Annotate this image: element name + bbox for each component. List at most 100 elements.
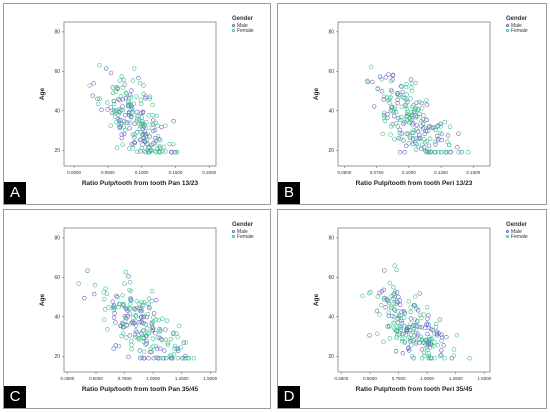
point-female (178, 345, 183, 350)
point-male (396, 135, 401, 141)
point-male (130, 105, 135, 111)
point-female (391, 320, 396, 326)
point-female (152, 148, 158, 154)
point-male (136, 75, 141, 81)
point-female (144, 119, 149, 125)
y-tick-label: 20 (328, 354, 334, 360)
point-female (432, 355, 437, 361)
point-female (122, 281, 127, 286)
point-female (406, 141, 411, 146)
point-female (141, 320, 146, 326)
point-male (138, 110, 144, 116)
point-male (159, 336, 164, 342)
point-male (392, 113, 397, 119)
point-female (112, 114, 118, 120)
scatter-plot-d: 0.2500 0.5000 0.7500 1.0000 1.2500 1.5000 20 40… (313, 227, 492, 393)
point-male (119, 132, 124, 137)
y-axis-label: Age (39, 293, 46, 306)
point-male (449, 355, 454, 361)
point-female (408, 321, 413, 326)
point-male (143, 322, 149, 327)
point-female (153, 120, 159, 126)
point-male (118, 117, 123, 123)
point-female (388, 94, 393, 100)
point-female (151, 315, 156, 320)
point-female (432, 340, 437, 345)
point-female (150, 112, 155, 118)
point-female (425, 341, 430, 347)
point-male (163, 327, 168, 332)
point-female (149, 322, 155, 327)
point-female (169, 353, 174, 359)
point-female (398, 83, 404, 89)
point-female (141, 91, 146, 96)
point-male (434, 331, 440, 337)
point-female (116, 343, 122, 349)
point-male (153, 136, 158, 141)
point-male (90, 93, 95, 98)
legend-female-marker (506, 29, 509, 32)
point-male (162, 348, 167, 353)
point-female (439, 338, 444, 344)
point-female (375, 86, 380, 92)
point-male (374, 308, 380, 314)
panel-label-b: B (278, 182, 300, 204)
point-female (425, 128, 430, 133)
point-female (120, 142, 125, 147)
point-male (171, 119, 176, 124)
point-female (386, 310, 391, 315)
point-female (129, 107, 134, 113)
point-male (398, 327, 404, 332)
point-female (395, 300, 401, 305)
point-female (139, 306, 144, 311)
x-tick-label: 1.5000 (203, 376, 217, 381)
point-male (151, 311, 157, 316)
point-male (386, 313, 391, 319)
point-female (131, 66, 137, 71)
point-female (431, 344, 436, 349)
point-male (419, 347, 425, 352)
point-female (399, 336, 405, 341)
point-female (382, 115, 387, 120)
point-female (389, 304, 394, 310)
point-female (390, 284, 396, 290)
point-female (409, 85, 414, 90)
legend-male-label: Male (511, 228, 522, 235)
point-female (365, 79, 370, 85)
point-female (421, 113, 426, 118)
point-female (165, 340, 171, 346)
legend-female-marker (232, 235, 235, 238)
point-female (116, 112, 121, 117)
point-female (396, 92, 401, 98)
point-female (423, 148, 428, 154)
point-male (441, 343, 446, 348)
point-female (116, 305, 121, 310)
point-female (414, 318, 420, 324)
point-female (127, 305, 132, 311)
point-male (397, 127, 403, 133)
point-male (117, 98, 122, 103)
point-female (124, 306, 129, 311)
point-female (394, 328, 400, 333)
point-female (437, 130, 443, 135)
point-female (105, 327, 110, 332)
point-male (397, 302, 403, 307)
point-female (421, 350, 427, 355)
point-female (171, 141, 176, 147)
point-female (424, 149, 429, 155)
point-male (429, 355, 434, 361)
x-tick-label: 1.0000 (420, 376, 434, 381)
point-male (400, 89, 405, 95)
point-female (129, 346, 134, 352)
x-tick-label: 0.7500 (118, 376, 132, 381)
x-tick-label: 0.1500 (169, 170, 183, 175)
point-female (97, 96, 102, 101)
point-male (139, 314, 144, 320)
point-female (146, 113, 151, 118)
point-male (425, 331, 430, 337)
point-female (131, 142, 136, 147)
point-male (414, 122, 420, 128)
point-female (147, 94, 153, 100)
point-female (137, 336, 143, 341)
x-tick-label: 0.0500 (101, 170, 115, 175)
